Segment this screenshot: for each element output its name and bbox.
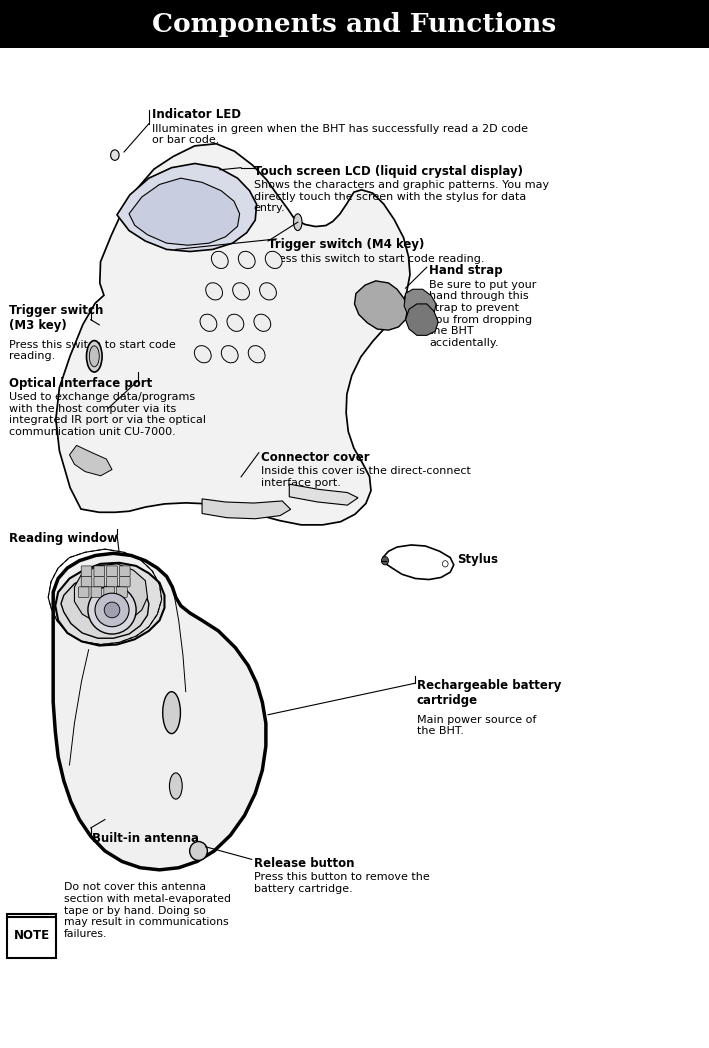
FancyBboxPatch shape — [119, 566, 130, 576]
Polygon shape — [354, 281, 408, 330]
Text: Stylus: Stylus — [457, 553, 498, 566]
Text: Rechargeable battery
cartridge: Rechargeable battery cartridge — [417, 679, 562, 707]
Ellipse shape — [221, 346, 238, 363]
Ellipse shape — [254, 314, 271, 331]
FancyBboxPatch shape — [104, 587, 114, 597]
Ellipse shape — [294, 214, 302, 231]
Ellipse shape — [381, 556, 389, 565]
FancyBboxPatch shape — [81, 576, 92, 587]
Text: Press this button to remove the
battery cartridge.: Press this button to remove the battery … — [254, 872, 430, 894]
Text: Optical interface port: Optical interface port — [9, 377, 152, 390]
FancyBboxPatch shape — [119, 576, 130, 587]
Polygon shape — [383, 545, 454, 580]
Polygon shape — [53, 553, 266, 870]
FancyBboxPatch shape — [106, 566, 117, 576]
Text: Shows the characters and graphic patterns. You may
directly touch the screen wit: Shows the characters and graphic pattern… — [254, 180, 549, 214]
Ellipse shape — [162, 692, 180, 734]
Ellipse shape — [238, 252, 255, 268]
Ellipse shape — [111, 150, 119, 160]
Text: Trigger switch
(M3 key): Trigger switch (M3 key) — [9, 304, 103, 332]
Ellipse shape — [169, 773, 182, 799]
Polygon shape — [117, 163, 257, 252]
Text: Main power source of
the BHT.: Main power source of the BHT. — [417, 715, 536, 737]
Ellipse shape — [227, 314, 244, 331]
Text: Be sure to put your
hand through this
strap to prevent
you from dropping
the BHT: Be sure to put your hand through this st… — [429, 280, 536, 348]
Text: Touch screen LCD (liquid crystal display): Touch screen LCD (liquid crystal display… — [254, 165, 523, 177]
FancyBboxPatch shape — [94, 576, 105, 587]
FancyBboxPatch shape — [81, 566, 92, 576]
Ellipse shape — [259, 283, 277, 300]
Polygon shape — [129, 178, 240, 245]
Text: NOTE: NOTE — [13, 930, 50, 942]
Ellipse shape — [248, 346, 265, 363]
Polygon shape — [57, 145, 409, 524]
Polygon shape — [61, 573, 149, 638]
FancyBboxPatch shape — [94, 566, 105, 576]
Text: Connector cover: Connector cover — [261, 451, 369, 463]
Text: Indicator LED: Indicator LED — [152, 108, 242, 121]
Text: Inside this cover is the direct-connect
interface port.: Inside this cover is the direct-connect … — [261, 466, 471, 488]
Ellipse shape — [211, 252, 228, 268]
Polygon shape — [74, 564, 147, 625]
Polygon shape — [406, 304, 438, 335]
Ellipse shape — [194, 346, 211, 363]
Ellipse shape — [95, 593, 129, 627]
FancyBboxPatch shape — [7, 914, 56, 958]
Text: Components and Functions: Components and Functions — [152, 12, 557, 37]
Ellipse shape — [89, 346, 99, 367]
Ellipse shape — [104, 602, 120, 618]
Text: Trigger switch (M4 key): Trigger switch (M4 key) — [268, 238, 425, 250]
FancyBboxPatch shape — [91, 587, 102, 597]
Polygon shape — [57, 145, 409, 524]
Text: Hand strap: Hand strap — [429, 264, 503, 277]
Text: Release button: Release button — [254, 857, 354, 870]
Polygon shape — [404, 289, 436, 320]
Ellipse shape — [200, 314, 217, 331]
Text: Illuminates in green when the BHT has successfully read a 2D code
or bar code.: Illuminates in green when the BHT has su… — [152, 124, 528, 146]
Text: Used to exchange data/programs
with the host computer via its
integrated IR port: Used to exchange data/programs with the … — [9, 392, 206, 437]
Ellipse shape — [206, 283, 223, 300]
Polygon shape — [55, 563, 164, 646]
FancyBboxPatch shape — [106, 576, 117, 587]
Text: Press this switch to start code reading.: Press this switch to start code reading. — [268, 254, 484, 264]
Polygon shape — [289, 484, 358, 505]
FancyBboxPatch shape — [116, 587, 128, 597]
Ellipse shape — [88, 586, 136, 634]
Text: Do not cover this antenna
section with metal-evaporated
tape or by hand. Doing s: Do not cover this antenna section with m… — [64, 882, 231, 939]
Ellipse shape — [86, 341, 102, 372]
Ellipse shape — [233, 283, 250, 300]
Ellipse shape — [265, 252, 282, 268]
Ellipse shape — [190, 842, 208, 860]
Text: Built-in antenna: Built-in antenna — [92, 832, 199, 845]
FancyBboxPatch shape — [0, 0, 709, 48]
Polygon shape — [202, 499, 291, 519]
Text: Reading window: Reading window — [9, 532, 118, 545]
FancyBboxPatch shape — [78, 587, 89, 597]
Polygon shape — [69, 445, 112, 476]
Text: Press this switch to start code
reading.: Press this switch to start code reading. — [9, 340, 175, 362]
Ellipse shape — [442, 561, 448, 567]
